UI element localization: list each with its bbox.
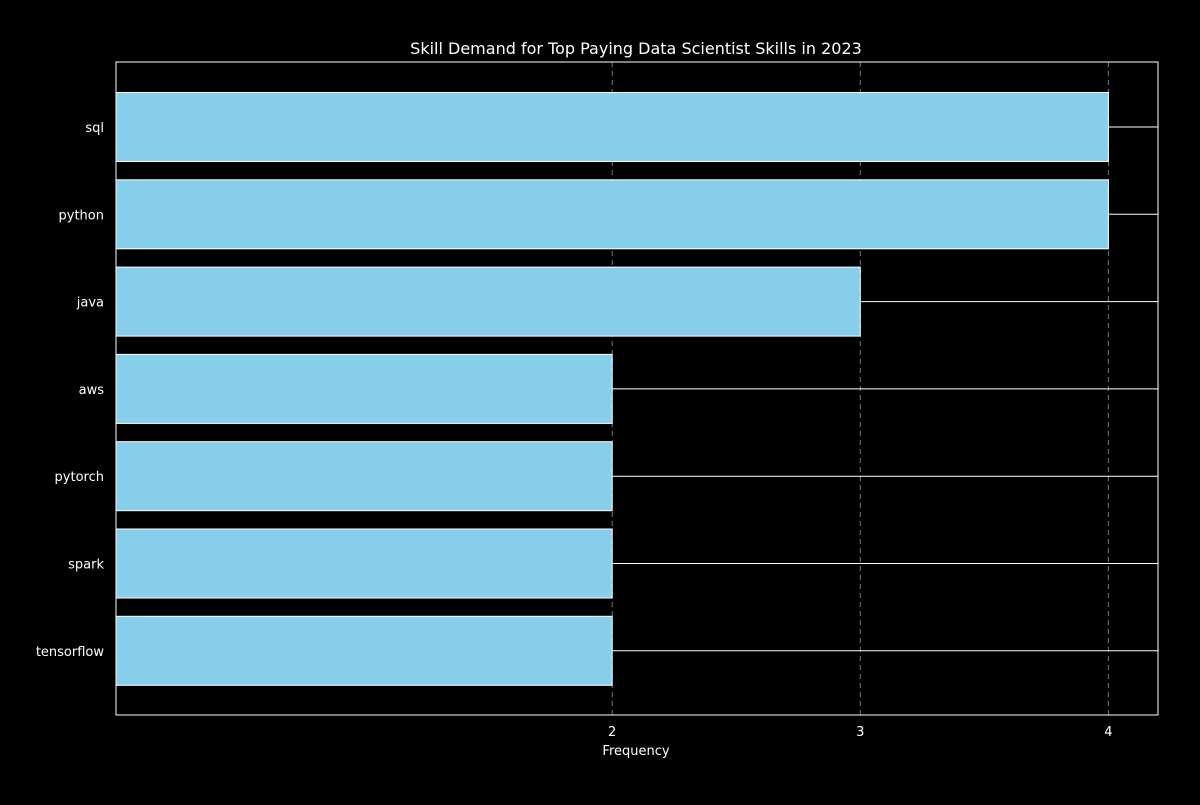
bar-tensorflow: [115, 615, 613, 686]
x-axis-label: Frequency: [602, 744, 669, 759]
y-tick-label: aws: [79, 383, 105, 398]
x-tick-label: 3: [856, 725, 864, 740]
x-tick-label: 2: [608, 725, 616, 740]
y-tick-label: pytorch: [55, 470, 104, 485]
y-tick-label: spark: [68, 558, 104, 573]
bar-java: [115, 266, 861, 337]
bar-aws: [115, 353, 613, 424]
y-tick-label: python: [59, 208, 104, 223]
y-tick-label: tensorflow: [36, 645, 105, 660]
x-tick-labels: 2 3 4: [608, 725, 1112, 740]
plot-frame: [115, 61, 1159, 716]
y-tick-label: sql: [85, 121, 104, 136]
bar-spark: [115, 528, 613, 599]
bar-sql: [115, 92, 1109, 162]
x-tick-label: 4: [1104, 725, 1112, 740]
bars-layer: [115, 92, 1109, 686]
chart-title: Skill Demand for Top Paying Data Scienti…: [410, 39, 862, 58]
bar-pytorch: [115, 441, 613, 512]
bar-python: [115, 179, 1109, 250]
y-tick-label: java: [76, 296, 104, 311]
y-tick-labels: sql python java aws pytorch spark tensorflow: [36, 121, 105, 660]
